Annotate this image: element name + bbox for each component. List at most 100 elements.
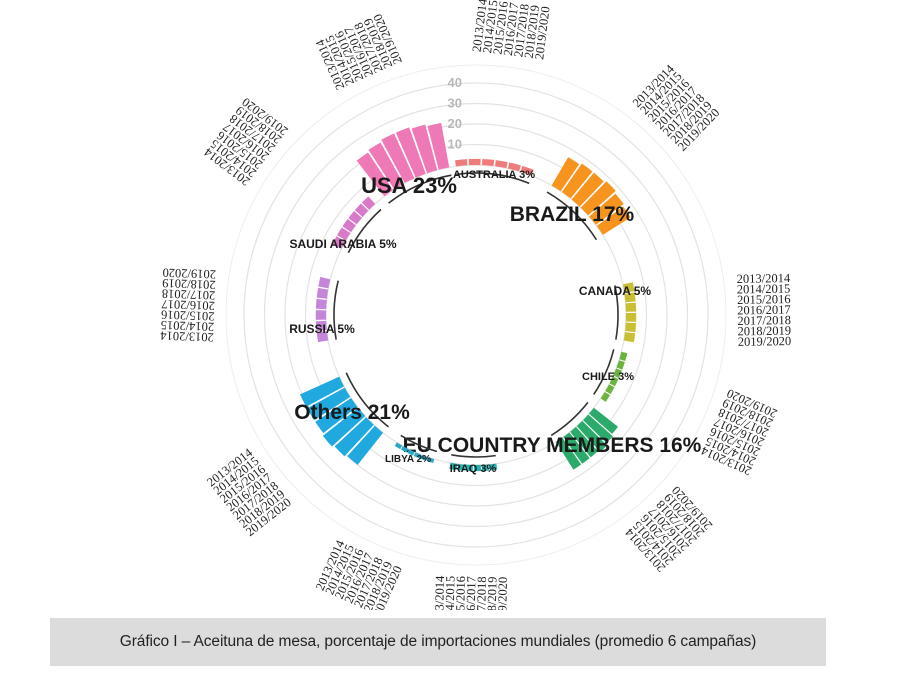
baseline-arc-others xyxy=(345,372,390,428)
bar-australia-2 xyxy=(468,158,481,166)
bar-others-3 xyxy=(322,407,366,447)
bar-brazil-2 xyxy=(561,163,593,199)
bar-usa-3 xyxy=(381,133,415,184)
radial-tick-10: 10 xyxy=(448,137,462,152)
radial-tick-40: 40 xyxy=(448,75,462,90)
campaign-label-canada-5: 2017/2018 xyxy=(737,313,791,328)
series-label-australia: AUSTRALIA 3% xyxy=(453,169,535,181)
campaign-label-iraq-2: 2014/2015 xyxy=(443,576,458,610)
bar-eu-country-members-4 xyxy=(570,426,598,458)
series-label-eu-country-members: EU COUNTRY MEMBERS 16% xyxy=(403,434,702,457)
baseline-arc-eu-country-members xyxy=(550,401,589,437)
bar-iraq-2 xyxy=(481,464,490,472)
bar-brazil-6 xyxy=(596,206,631,235)
campaign-label-iraq-4: 2016/2017 xyxy=(464,576,479,610)
baseline-arc-saudi-arabia xyxy=(347,208,382,254)
bar-libya-3 xyxy=(413,452,422,459)
caption-bar: Gráfico I – Aceituna de mesa, porcentaje… xyxy=(50,618,826,666)
bar-usa-1 xyxy=(356,152,393,197)
bar-libya-1 xyxy=(427,457,435,464)
baseline-arc-chile xyxy=(593,349,615,395)
bar-canada-6 xyxy=(623,332,636,343)
series-label-others: Others 21% xyxy=(294,401,410,424)
bar-canada-3 xyxy=(625,302,637,312)
campaign-label-iraq-1: 2013/2014 xyxy=(432,575,447,610)
campaign-label-australia-6: 2018/2019 xyxy=(522,4,542,59)
bar-chile-4 xyxy=(609,376,619,387)
bar-others-4 xyxy=(315,398,358,434)
bar-saudi-arabia-2 xyxy=(337,227,351,241)
grid-circle-outer xyxy=(225,64,727,566)
bar-iraq-4 xyxy=(465,464,473,472)
bar-chile-6 xyxy=(600,391,611,402)
campaign-label-australia-4: 2016/2017 xyxy=(501,2,521,57)
bar-chile-5 xyxy=(605,384,615,395)
grid-circle-10 xyxy=(304,143,648,487)
series-label-iraq: IRAQ 3% xyxy=(450,463,497,475)
bar-chile-2 xyxy=(616,360,625,370)
radial-tick-30: 30 xyxy=(448,96,462,111)
bar-libya-6 xyxy=(394,442,403,450)
campaign-label-russia-5: 2017/2018 xyxy=(162,287,216,303)
circular-bar-chart: 10 20 30 40 AUSTRALIA 3% 2013/2014 2014/2015 20… xyxy=(159,0,791,610)
campaign-label-russia-6: 2018/2019 xyxy=(162,276,216,292)
bar-brazil-4 xyxy=(580,181,616,216)
bar-canada-4 xyxy=(625,312,637,322)
series-label-saudi-arabia: SAUDI ARABIA 5% xyxy=(289,237,396,251)
campaign-label-russia-4: 2016/2017 xyxy=(161,297,215,313)
bar-brazil-3 xyxy=(571,172,604,207)
bar-canada-2 xyxy=(624,292,636,303)
bar-australia-3 xyxy=(482,158,495,167)
campaign-label-russia-7: 2019/2020 xyxy=(162,266,216,282)
bar-libya-4 xyxy=(407,449,415,456)
bar-usa-2 xyxy=(368,142,404,190)
bar-eu-country-members-6 xyxy=(555,437,582,470)
campaign-label-canada-1: 2013/2014 xyxy=(737,271,791,286)
bar-eu-country-members-3 xyxy=(576,420,608,452)
campaign-label-canada-4: 2016/2017 xyxy=(737,303,791,318)
bar-eu-country-members-1 xyxy=(588,407,619,434)
bar-usa-6 xyxy=(427,123,450,170)
campaign-label-australia-5: 2017/2018 xyxy=(511,3,531,58)
figure-caption: Gráfico I – Aceituna de mesa, porcentaje… xyxy=(119,633,757,650)
bar-usa-4 xyxy=(395,127,426,178)
series-label-usa: USA 23% xyxy=(361,173,457,198)
bar-australia-4 xyxy=(495,160,508,169)
bar-others-5 xyxy=(307,387,351,421)
campaign-label-canada-2: 2014/2015 xyxy=(737,282,791,297)
bar-libya-2 xyxy=(420,454,428,461)
bar-russia-5 xyxy=(316,287,329,299)
series-label-brazil: BRAZIL 17% xyxy=(510,203,635,226)
campaign-label-russia-2: 2014/2015 xyxy=(160,318,214,334)
bar-australia-6 xyxy=(520,165,534,176)
campaign-label-iraq-7: 2019/2020 xyxy=(495,577,510,610)
bar-others-6 xyxy=(300,376,345,407)
bar-brazil-1 xyxy=(551,157,580,192)
baseline-arc-canada xyxy=(614,285,619,340)
bar-canada-1 xyxy=(622,282,635,293)
campaign-label-australia-2: 2014/2015 xyxy=(480,0,500,54)
series-label-canada: CANADA 5% xyxy=(579,284,652,298)
bar-russia-4 xyxy=(315,298,327,310)
bar-russia-6 xyxy=(318,276,331,289)
series-label-libya: LIBYA 2% xyxy=(385,454,431,465)
campaign-label-australia-3: 2015/2016 xyxy=(490,0,510,55)
bar-saudi-arabia-5 xyxy=(354,203,369,217)
campaign-label-iraq-5: 2017/2018 xyxy=(474,576,489,610)
baseline-arc-iraq xyxy=(451,454,496,458)
campaign-label-canada-6: 2018/2019 xyxy=(737,324,791,339)
bar-saudi-arabia-6 xyxy=(361,196,376,210)
bar-libya-5 xyxy=(400,445,409,453)
bar-russia-3 xyxy=(315,310,327,320)
baseline-arc-russia xyxy=(333,280,339,340)
bar-russia-2 xyxy=(315,320,327,332)
campaign-label-canada-3: 2015/2016 xyxy=(737,292,791,307)
baseline-arc-australia xyxy=(456,172,530,185)
baseline-arc-libya xyxy=(400,434,438,453)
bar-others-2 xyxy=(334,417,374,457)
bar-eu-country-members-2 xyxy=(583,414,613,444)
campaign-label-russia-3: 2015/2016 xyxy=(161,308,215,324)
baseline-arc-usa xyxy=(388,174,452,204)
bar-brazil-5 xyxy=(589,193,624,225)
campaign-label-australia-1: 2013/2014 xyxy=(470,0,491,53)
